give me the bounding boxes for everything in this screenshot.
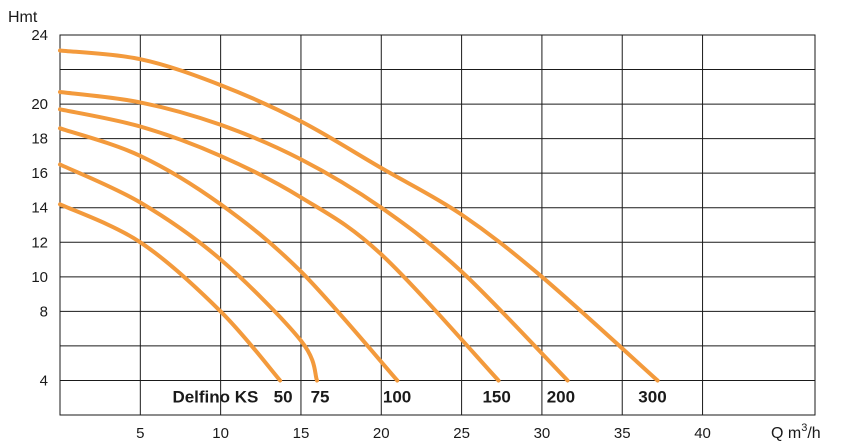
y-tick-label: 10 [31, 269, 48, 286]
x-tick-label: 5 [136, 425, 144, 441]
curve-ks-100 [58, 126, 400, 383]
curve-label-100: 100 [383, 387, 411, 406]
curve-label-50: 50 [274, 387, 293, 406]
curve-ks-150 [58, 107, 501, 383]
x-tick-label: 30 [534, 425, 551, 441]
x-axis-title: Q m3/h [771, 422, 821, 441]
y-tick-label: 20 [31, 96, 48, 113]
x-axis-title-tail: /h [807, 425, 820, 441]
curve-ks-75 [58, 162, 319, 383]
curve-ks-200 [58, 90, 570, 383]
series-prefix-label: Delfino KS [172, 387, 258, 406]
curve-labels: Delfino KS 50 75 100 150 200 300 [172, 387, 666, 406]
y-tick-label: 24 [31, 27, 48, 44]
x-tick-label: 15 [293, 425, 310, 441]
x-tick-label: 20 [373, 425, 390, 441]
x-tick-label: 10 [212, 425, 229, 441]
axes: 5 10 15 20 25 30 35 40 4 8 10 12 14 16 18 20 24 [31, 27, 711, 441]
curve-label-200: 200 [547, 387, 575, 406]
pump-curves [58, 48, 660, 383]
y-axis-title: Hmt [8, 9, 38, 26]
x-tick-label: 35 [614, 425, 631, 441]
curve-label-300: 300 [638, 387, 666, 406]
x-tick-label: 25 [453, 425, 470, 441]
curve-label-150: 150 [482, 387, 510, 406]
y-tick-label: 18 [31, 131, 48, 148]
y-tick-label: 14 [31, 200, 48, 217]
curve-ks-300 [58, 48, 660, 383]
y-tick-label: 4 [40, 372, 48, 389]
x-tick-label: 40 [694, 425, 711, 441]
y-tick-label: 16 [31, 165, 48, 182]
x-axis-title-main: Q m [771, 425, 801, 441]
curve-label-75: 75 [311, 387, 330, 406]
x-axis-title-sup: 3 [801, 422, 807, 434]
y-tick-label: 12 [31, 234, 48, 251]
y-tick-label: 8 [40, 303, 48, 320]
curve-ks-50 [58, 202, 283, 383]
